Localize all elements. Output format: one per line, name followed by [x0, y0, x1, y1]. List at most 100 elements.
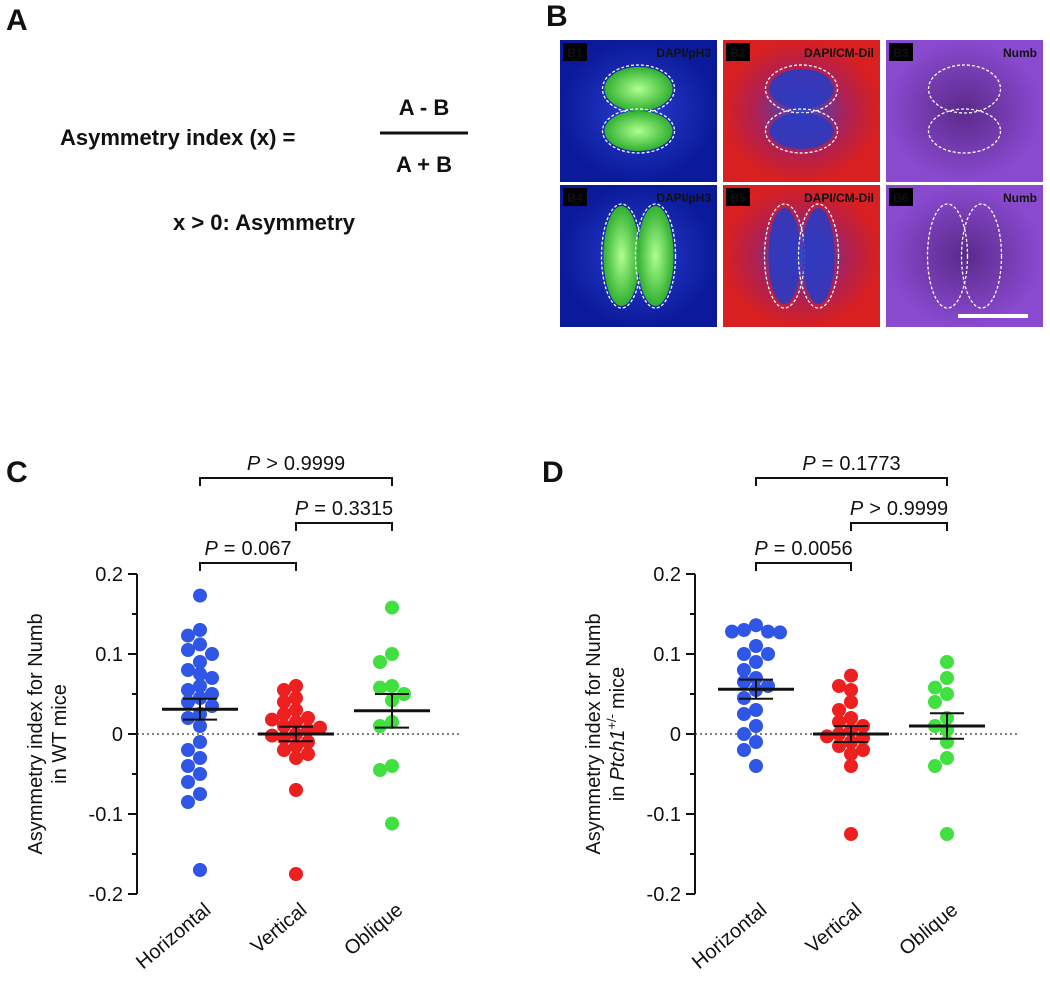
data-point	[205, 687, 219, 701]
data-point	[749, 759, 763, 773]
data-point	[277, 707, 291, 721]
data-point	[844, 683, 858, 697]
p-value: 0.1773	[839, 453, 900, 475]
y-tick-label: 0.1	[95, 644, 123, 666]
panel-label: B	[546, 0, 568, 33]
x-tick-label: Oblique	[895, 899, 962, 960]
data-point	[289, 783, 303, 797]
data-point	[313, 720, 327, 735]
data-point	[301, 747, 315, 761]
data-point	[181, 663, 195, 677]
x-tick-label: Vertical	[247, 899, 311, 958]
p-value: 0.067	[241, 538, 291, 560]
data-point	[193, 655, 207, 669]
data-point	[181, 743, 195, 757]
data-point	[737, 743, 751, 757]
data-point	[373, 719, 387, 733]
data-point	[749, 735, 763, 749]
cell-stain	[637, 206, 674, 306]
tile-stain: DAPI/pH3	[656, 46, 711, 60]
cell-stain	[769, 113, 834, 149]
p-relation: =	[314, 498, 326, 520]
data-point	[193, 637, 207, 652]
y-tick-label: 0.2	[95, 564, 123, 586]
y-tick-label: -0.2	[89, 884, 123, 906]
p-symbol: P	[204, 538, 218, 560]
data-point	[205, 699, 219, 713]
p-value-label: P = 0.3315	[295, 498, 393, 520]
p-value: 0.3315	[332, 498, 393, 520]
data-point	[181, 695, 195, 709]
x-tick-label: Horizontal	[688, 899, 771, 974]
data-point	[181, 643, 195, 657]
tile-stain: Numb	[1003, 191, 1037, 205]
data-point	[193, 679, 207, 693]
data-point	[265, 712, 279, 727]
tile-stain: DAPI/pH3	[656, 191, 711, 205]
cell-stain	[768, 208, 801, 304]
y-axis-label-gene: Ptch1	[607, 730, 629, 781]
formula-numerator: A - B	[399, 95, 450, 120]
data-point	[737, 675, 751, 689]
data-point	[737, 623, 751, 637]
data-point	[181, 759, 195, 773]
cell-stain	[604, 67, 673, 111]
image-tile	[886, 40, 1043, 182]
data-point	[181, 683, 195, 697]
data-point	[289, 751, 303, 765]
tile-id: B1	[567, 46, 583, 60]
p-value-label: P = 0.0056	[754, 538, 852, 560]
tile-id: B3	[893, 46, 909, 60]
cell-outline	[764, 108, 839, 154]
data-point	[385, 759, 399, 773]
y-tick-label: 0	[112, 724, 123, 746]
data-point	[749, 639, 763, 653]
p-symbol: P	[850, 498, 864, 520]
cell-outline	[634, 203, 677, 309]
cell-outline	[926, 203, 969, 309]
significance-bracket	[850, 522, 948, 531]
data-point	[737, 647, 751, 661]
data-point	[301, 711, 315, 725]
data-point	[385, 816, 399, 831]
p-relation: >	[266, 453, 278, 475]
tile-id: B6	[893, 191, 909, 205]
data-point	[928, 695, 942, 709]
data-point	[761, 679, 775, 693]
data-point	[928, 680, 942, 695]
data-point	[289, 867, 303, 881]
y-tick-label: 0.2	[653, 564, 681, 586]
data-point	[193, 863, 207, 877]
y-tick-label: 0.1	[653, 644, 681, 666]
y-axis-label-part: mice	[607, 667, 629, 709]
y-axis-label-line: Asymmetry index for Numb	[25, 613, 47, 854]
data-point	[832, 679, 846, 693]
data-point	[277, 683, 291, 697]
tile-stain: DAPI/CM-Dil	[804, 191, 874, 205]
cell-stain	[603, 206, 640, 306]
p-symbol: P	[247, 453, 261, 475]
data-point	[193, 667, 207, 681]
data-point	[737, 727, 751, 741]
data-point	[193, 751, 207, 765]
cell-outline	[927, 108, 1002, 154]
data-point	[749, 655, 763, 669]
tile-id-box	[563, 188, 587, 206]
cell-outline	[960, 203, 1003, 309]
data-point	[940, 687, 954, 701]
tile-id-box	[726, 43, 750, 61]
data-point	[373, 763, 387, 777]
formula-condition: x > 0: Asymmetry	[173, 210, 356, 235]
y-axis-label-line: in WT mice	[49, 684, 71, 784]
cell-stain	[802, 208, 835, 304]
image-tile	[886, 185, 1043, 327]
data-point	[773, 625, 787, 640]
data-point	[193, 767, 207, 781]
data-point	[289, 691, 303, 705]
data-point	[205, 671, 219, 685]
x-tick-label: Vertical	[802, 899, 866, 958]
p-symbol: P	[295, 498, 309, 520]
y-tick-label: -0.1	[89, 804, 123, 826]
x-tick-label: Horizontal	[132, 899, 215, 974]
significance-bracket	[295, 522, 393, 531]
